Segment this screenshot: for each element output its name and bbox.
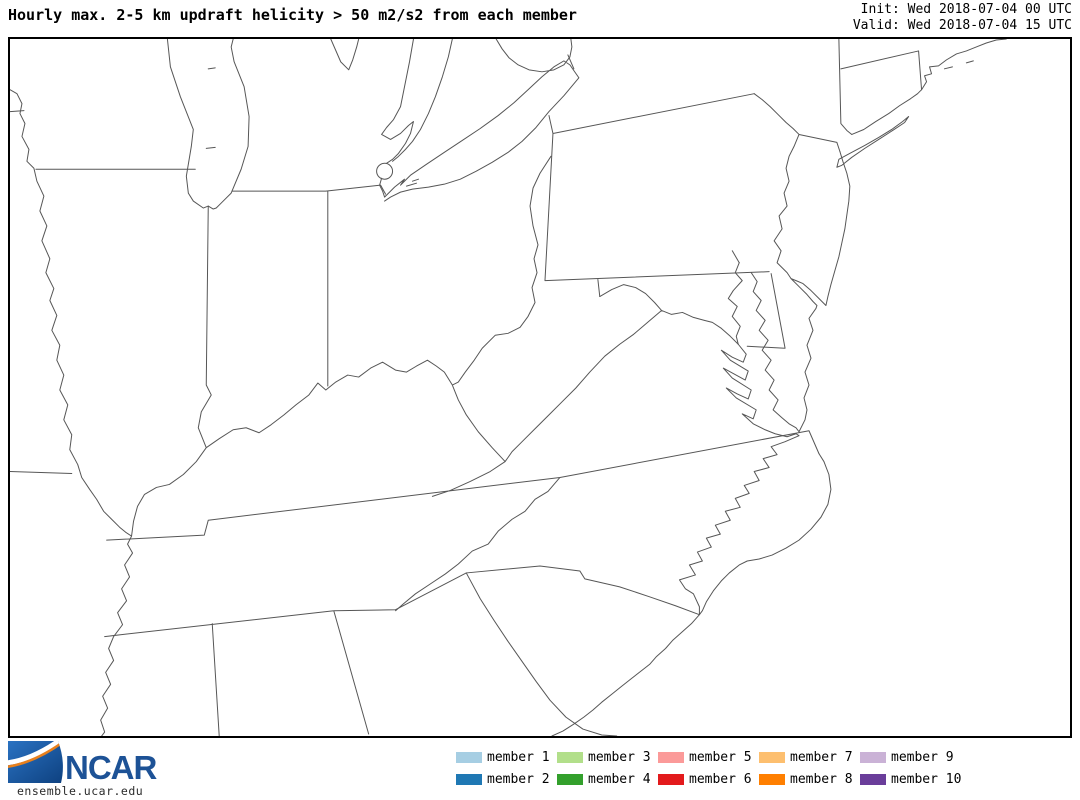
- forecast-map: [8, 37, 1072, 738]
- legend-swatch: [456, 751, 482, 763]
- legend-item: member 6: [658, 771, 759, 787]
- legend-item: member 9: [860, 749, 961, 765]
- legend-label: member 10: [891, 771, 962, 787]
- legend-item: member 2: [456, 771, 557, 787]
- legend-label: member 4: [588, 771, 651, 787]
- map-svg: [10, 39, 1007, 736]
- legend-label: member 9: [891, 749, 954, 765]
- legend-swatch: [759, 773, 785, 785]
- state-borders: [10, 39, 923, 736]
- river-borders: [10, 89, 800, 736]
- page-title: Hourly max. 2-5 km updraft helicity > 50…: [8, 6, 577, 24]
- legend-swatch: [557, 751, 583, 763]
- legend-label: member 1: [487, 749, 550, 765]
- legend-item: member 4: [557, 771, 658, 787]
- ncar-logo-swoosh-white: [8, 741, 62, 766]
- legend-item: member 8: [759, 771, 860, 787]
- coastline: [551, 39, 1007, 736]
- legend-label: member 2: [487, 771, 550, 787]
- legend-swatch: [759, 751, 785, 763]
- run-timestamps: Init: Wed 2018-07-04 00 UTC Valid: Wed 2…: [853, 2, 1072, 34]
- legend-label: member 7: [790, 749, 853, 765]
- legend-swatch: [860, 773, 886, 785]
- site-url: ensemble.ucar.edu: [17, 784, 144, 798]
- ncar-logo-swoosh-orange: [8, 741, 63, 769]
- legend-item: member 10: [860, 771, 962, 787]
- legend-item: member 5: [658, 749, 759, 765]
- legend-swatch: [557, 773, 583, 785]
- legend-item: member 7: [759, 749, 860, 765]
- ncar-logo: NCAR: [8, 741, 158, 786]
- legend-swatch: [860, 751, 886, 763]
- init-time: Init: Wed 2018-07-04 00 UTC: [860, 2, 1072, 17]
- legend-swatch: [658, 773, 684, 785]
- legend-label: member 8: [790, 771, 853, 787]
- valid-time: Valid: Wed 2018-07-04 15 UTC: [852, 18, 1072, 33]
- lake-st-clair: [376, 162, 394, 180]
- lakes-outline: [166, 39, 580, 210]
- legend-label: member 6: [689, 771, 752, 787]
- legend: member 1 member 2 member 3 member 4 member 5…: [456, 749, 962, 787]
- ncar-logo-text: NCAR: [65, 749, 157, 786]
- legend-item: member 1: [456, 749, 557, 765]
- legend-swatch: [456, 773, 482, 785]
- legend-label: member 3: [588, 749, 651, 765]
- legend-swatch: [658, 751, 684, 763]
- legend-item: member 3: [557, 749, 658, 765]
- legend-label: member 5: [689, 749, 752, 765]
